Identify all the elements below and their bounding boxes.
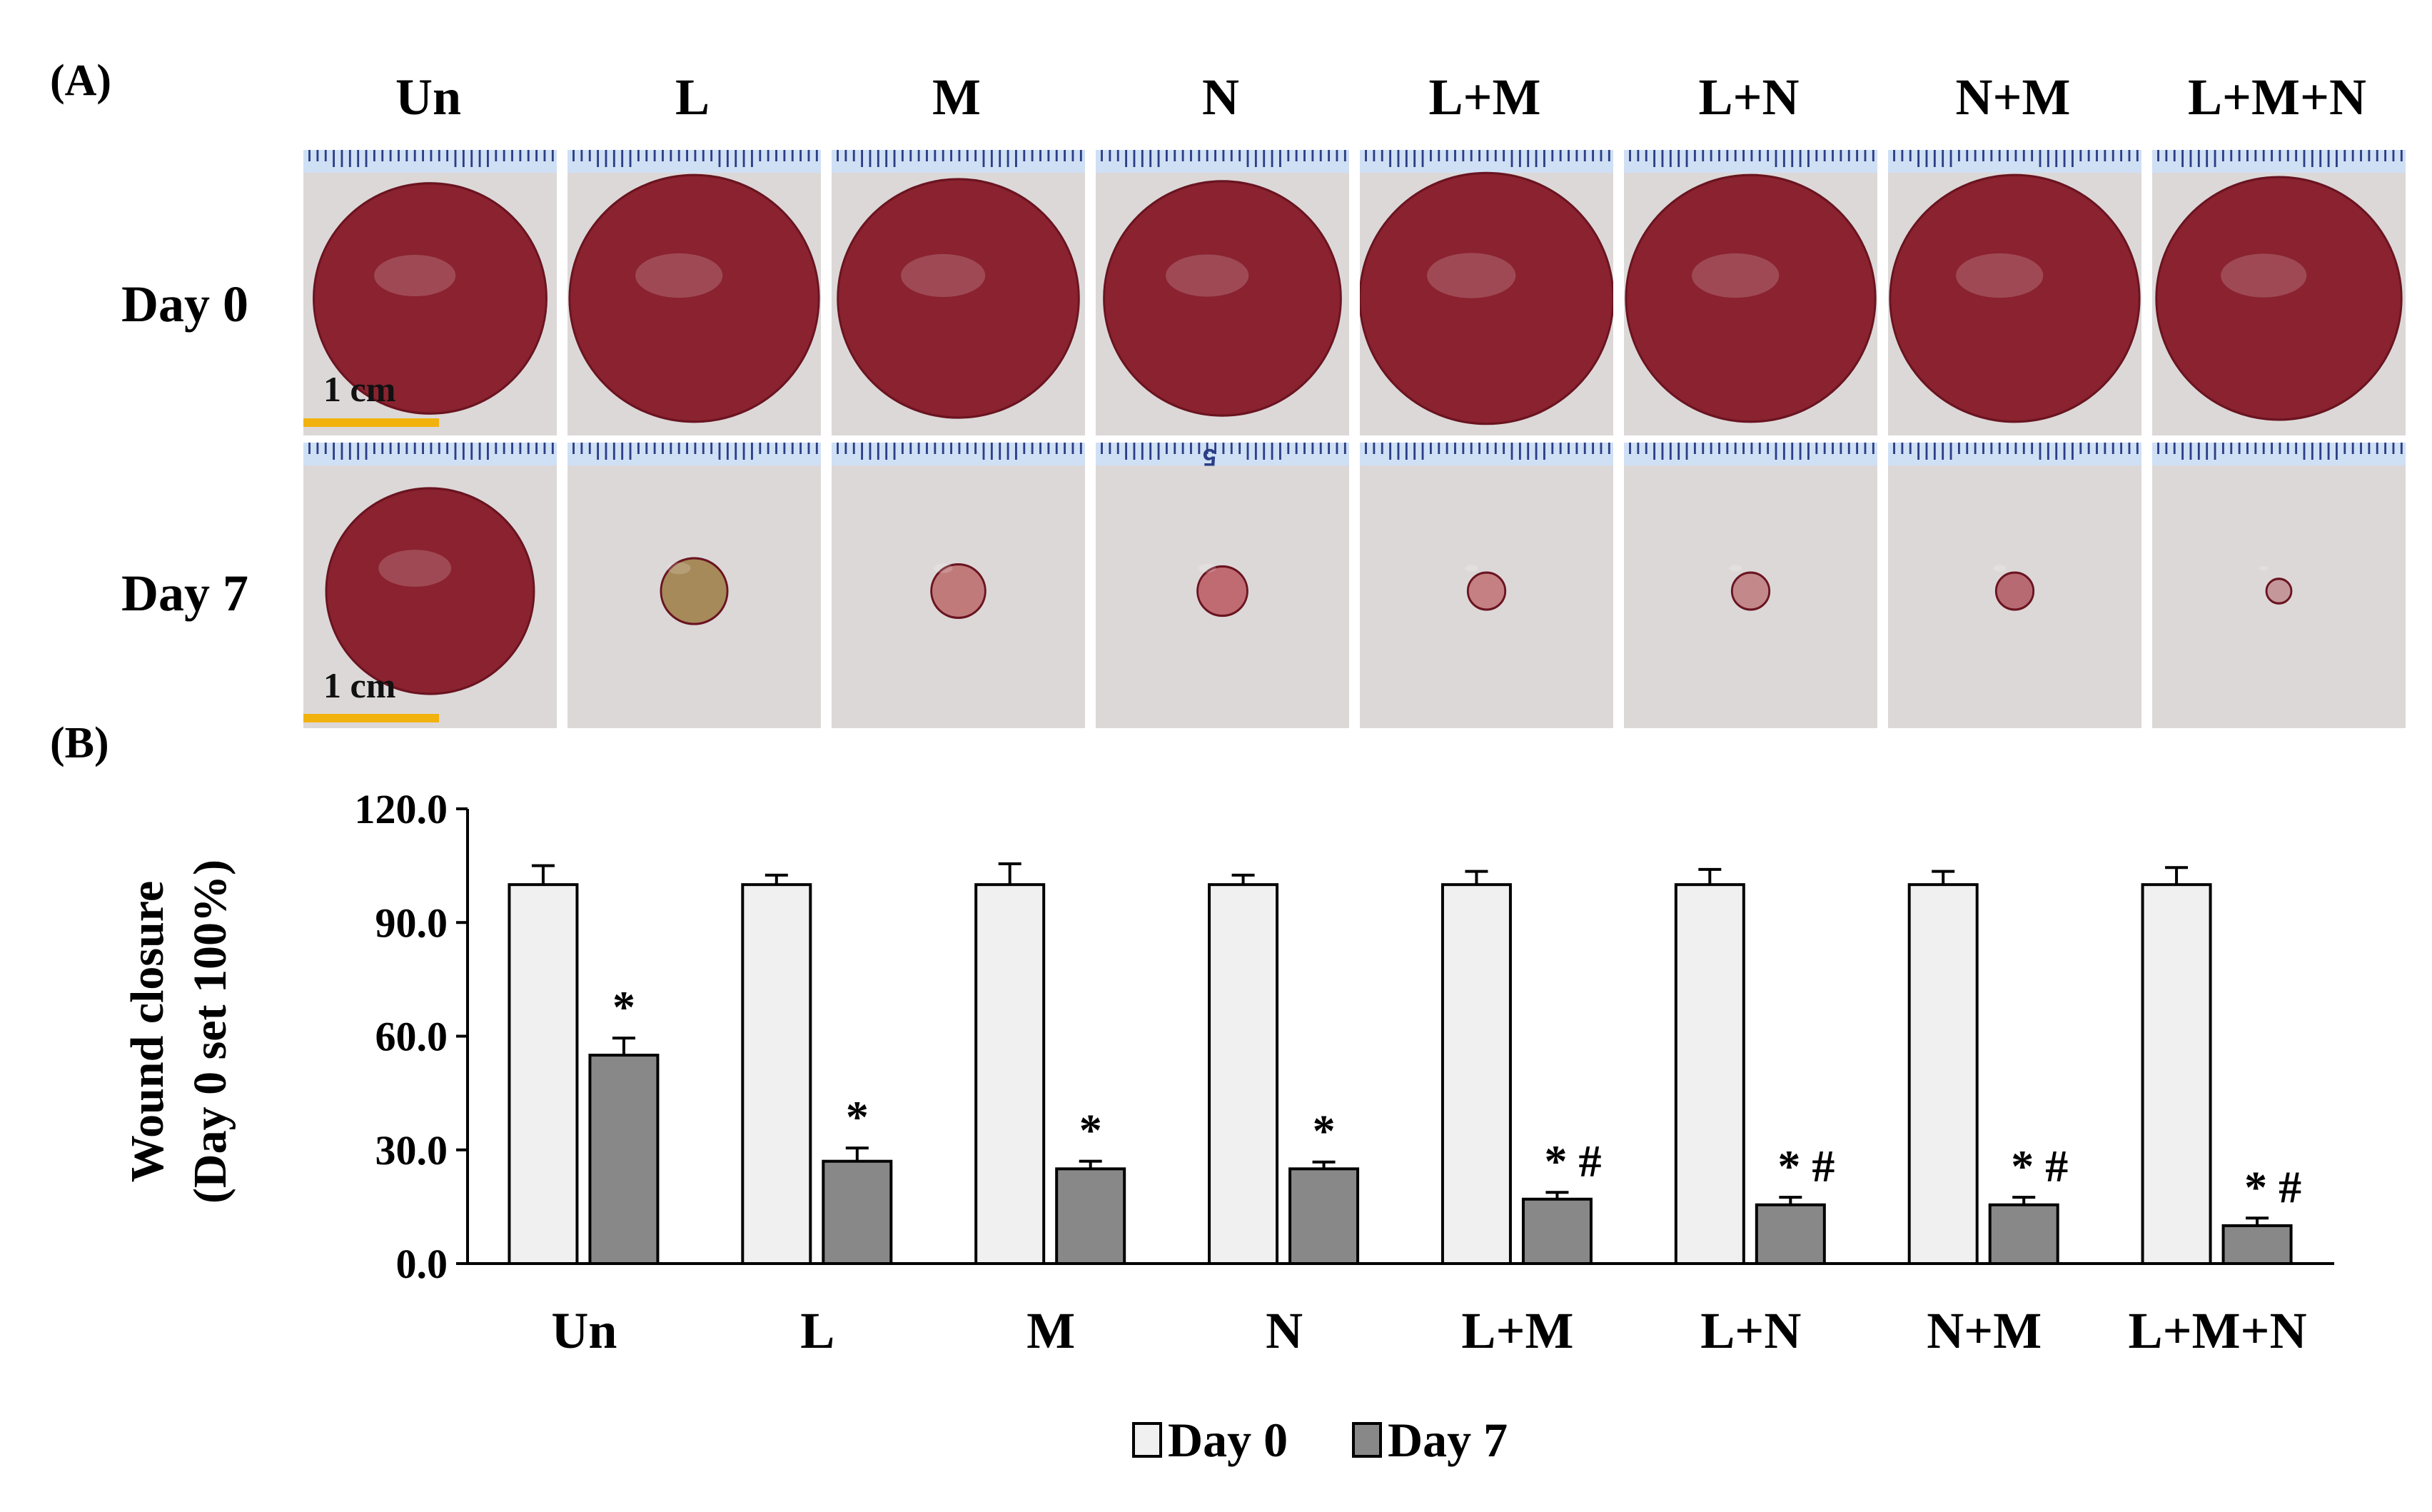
photo-column-header: L: [675, 69, 710, 126]
photo-column-header: N+M: [1955, 69, 2071, 126]
wound-photo-day0: [1888, 150, 2141, 435]
photo-row-header-day7: Day 7: [121, 565, 248, 622]
bar-day7: [1521, 1197, 1593, 1265]
wound-photo-day0: [303, 150, 557, 435]
significance-label: * #: [2244, 1161, 2301, 1212]
bar-day0: [1674, 883, 1745, 1265]
photo-column-header: Un: [395, 69, 462, 126]
bar-day7: [822, 1159, 893, 1266]
scale-bar-label: 1 cm: [323, 369, 396, 409]
bar-day7: [1288, 1167, 1360, 1265]
bar-day7: [1988, 1203, 2059, 1265]
significance-label: *: [1079, 1105, 1102, 1156]
bar-day0: [1440, 883, 1512, 1265]
bar-day0: [1907, 883, 1979, 1265]
wound-photo-day0: [1096, 150, 1349, 435]
wound-photo-day7: [567, 443, 821, 728]
y-tick-label: 60.0: [375, 1014, 448, 1060]
significance-label: *: [1313, 1106, 1336, 1156]
wound-photo-day0: [2152, 150, 2406, 435]
bar-day0: [741, 883, 812, 1265]
legend-swatch-day7: [1352, 1422, 1382, 1458]
y-tick-label: 90.0: [375, 899, 448, 946]
x-category-label: L+M: [1461, 1302, 1573, 1359]
significance-label: * #: [2011, 1141, 2068, 1191]
wound-photo-day7: [832, 443, 1085, 728]
bar-day0: [2141, 883, 2212, 1265]
legend-label-day0: Day 0: [1168, 1413, 1288, 1467]
photo-column-header: L+M+N: [2187, 69, 2367, 126]
legend-swatch-day0: [1132, 1422, 1162, 1458]
wound-photo-day7: [1888, 443, 2141, 728]
scale-bar: [303, 418, 439, 427]
wound-photo-day7: [303, 443, 557, 728]
x-category-label: M: [1026, 1302, 1075, 1359]
wound-photo-day0: [567, 150, 821, 435]
wound-photo-day7: [2152, 443, 2406, 728]
scale-bar-label: 1 cm: [323, 665, 396, 705]
significance-label: * #: [1544, 1136, 1601, 1186]
wound-photo-day7: [1360, 443, 1613, 728]
x-category-label: Un: [551, 1302, 617, 1359]
x-category-label: N: [1266, 1302, 1303, 1359]
wound-photo-day7: 5: [1096, 443, 1349, 728]
bar-day7: [2221, 1224, 2293, 1265]
x-category-label: L+N: [1700, 1302, 1801, 1359]
scale-bar: [303, 714, 439, 722]
bar-day7: [1755, 1203, 1826, 1265]
panel-a-label: (A): [50, 56, 112, 105]
y-tick-label: 0.0: [396, 1241, 448, 1287]
bar-day7: [588, 1054, 660, 1265]
wound-photo-day0: [1360, 150, 1613, 435]
bar-day0: [508, 883, 579, 1265]
photo-column-header: L+N: [1698, 69, 1800, 126]
wound-photo-day0: [832, 150, 1085, 435]
wound-photo-day0: [1624, 150, 1877, 435]
y-axis-title: (Day 0 set 100%): [184, 860, 236, 1204]
panel-b-label: (B): [50, 719, 109, 767]
y-axis-title: Wound closure: [121, 881, 173, 1182]
bar-day0: [974, 883, 1046, 1265]
photo-column-header: N: [1202, 69, 1239, 126]
x-category-label: L+M+N: [2129, 1302, 2307, 1359]
x-category-label: L: [800, 1302, 834, 1359]
y-tick-label: 120.0: [355, 786, 448, 832]
significance-label: * #: [1777, 1141, 1835, 1191]
significance-label: *: [846, 1092, 869, 1142]
photo-column-header: L+M: [1428, 69, 1541, 126]
bar-day7: [1055, 1167, 1126, 1265]
wound-photo-day7: [1624, 443, 1877, 728]
significance-label: *: [612, 982, 635, 1032]
bar-day0: [1208, 883, 1279, 1265]
x-category-label: N+M: [1927, 1302, 2042, 1359]
y-tick-label: 30.0: [375, 1127, 448, 1174]
photo-column-header: M: [932, 69, 981, 126]
legend-label-day7: Day 7: [1388, 1413, 1508, 1467]
photo-row-header-day0: Day 0: [121, 276, 248, 333]
